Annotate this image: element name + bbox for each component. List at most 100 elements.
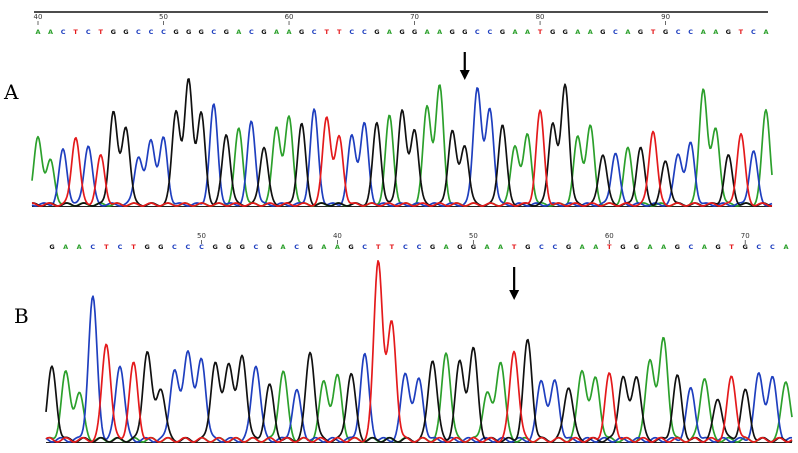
base-call-B-23: C [362, 243, 367, 251]
base-call-A-37: G [500, 28, 505, 36]
base-call-A-32: A [437, 28, 442, 36]
trace-A-T [31, 109, 773, 207]
base-call-B-13: G [226, 243, 231, 251]
base-call-A-49: T [651, 28, 656, 36]
base-call-B-24: T [376, 243, 381, 251]
tick-label-B-0: 50 [197, 232, 206, 240]
base-call-A-5: T [99, 28, 104, 36]
base-call-B-26: C [403, 243, 408, 251]
base-call-A-11: G [173, 28, 178, 36]
base-call-A-54: A [713, 28, 718, 36]
base-call-B-31: G [471, 243, 476, 251]
base-call-B-6: T [131, 243, 136, 251]
base-call-A-4: C [86, 28, 91, 36]
base-call-B-47: C [688, 243, 693, 251]
base-call-A-29: G [399, 28, 404, 36]
base-call-B-5: C [118, 243, 123, 251]
base-call-B-40: A [593, 243, 598, 251]
base-call-A-56: T [739, 28, 744, 36]
base-call-A-50: G [663, 28, 668, 36]
base-call-B-2: A [77, 243, 82, 251]
base-call-B-29: A [444, 243, 449, 251]
base-call-B-51: G [743, 243, 748, 251]
panel-label-a: A [4, 80, 19, 104]
tick-label-A-0: 40 [34, 13, 43, 21]
base-call-B-49: G [715, 243, 720, 251]
base-call-A-26: C [362, 28, 367, 36]
base-call-A-21: G [299, 28, 304, 36]
base-call-A-8: C [136, 28, 141, 36]
base-call-A-28: A [387, 28, 392, 36]
base-call-B-4: T [104, 243, 109, 251]
base-call-B-36: C [539, 243, 544, 251]
base-call-A-39: A [525, 28, 530, 36]
base-call-B-17: A [281, 243, 286, 251]
base-call-A-10: C [161, 28, 166, 36]
base-call-B-3: C [90, 243, 95, 251]
base-call-A-38: A [512, 28, 517, 36]
base-call-A-40: T [538, 28, 543, 36]
base-call-B-27: C [417, 243, 422, 251]
base-call-A-43: A [575, 28, 580, 36]
base-call-A-27: G [374, 28, 379, 36]
base-call-B-10: C [186, 243, 191, 251]
trace-A-G [31, 78, 773, 207]
base-call-A-36: C [487, 28, 492, 36]
base-call-B-22: G [348, 243, 353, 251]
tick-label-A-4: 80 [536, 13, 545, 21]
trace-B-T [45, 260, 793, 443]
base-call-B-12: G [212, 243, 217, 251]
base-call-A-12: G [186, 28, 191, 36]
panel-label-b: B [14, 304, 29, 328]
base-call-B-46: G [675, 243, 680, 251]
base-call-A-42: G [563, 28, 568, 36]
base-call-B-52: C [756, 243, 761, 251]
base-call-B-14: G [240, 243, 245, 251]
base-call-A-34: G [462, 28, 467, 36]
base-call-A-3: T [73, 28, 78, 36]
base-call-A-18: G [261, 28, 266, 36]
tick-label-A-3: 70 [410, 13, 419, 21]
base-call-A-24: T [337, 28, 342, 36]
base-call-A-33: G [450, 28, 455, 36]
base-call-B-53: C [770, 243, 775, 251]
base-call-B-45: A [661, 243, 666, 251]
base-call-A-1: A [48, 28, 53, 36]
base-call-A-52: C [688, 28, 693, 36]
base-call-B-54: A [783, 243, 788, 251]
base-call-A-48: G [638, 28, 643, 36]
base-call-A-25: C [349, 28, 354, 36]
base-call-A-6: G [111, 28, 116, 36]
base-call-A-35: C [475, 28, 480, 36]
base-call-B-44: A [648, 243, 653, 251]
tick-label-B-1: 40 [333, 232, 342, 240]
base-call-A-19: A [274, 28, 279, 36]
arrow-head-B [509, 290, 520, 300]
tick-label-B-4: 70 [741, 232, 750, 240]
tick-label-A-5: 90 [661, 13, 670, 21]
base-call-B-43: G [634, 243, 639, 251]
tick-label-A-2: 60 [285, 13, 294, 21]
base-call-A-55: G [726, 28, 731, 36]
tick-label-A-1: 50 [159, 13, 168, 21]
base-call-A-22: C [312, 28, 317, 36]
base-call-A-15: G [224, 28, 229, 36]
base-call-B-32: A [484, 243, 489, 251]
base-call-B-35: G [525, 243, 530, 251]
base-call-B-1: A [63, 243, 68, 251]
base-call-B-18: C [294, 243, 299, 251]
base-call-B-30: G [457, 243, 462, 251]
base-call-B-42: G [620, 243, 625, 251]
base-call-B-7: G [144, 243, 149, 251]
base-call-A-2: C [61, 28, 66, 36]
base-call-A-14: C [211, 28, 216, 36]
base-call-A-47: A [625, 28, 630, 36]
base-call-B-8: G [158, 243, 163, 251]
base-call-B-37: C [553, 243, 558, 251]
base-call-B-33: A [498, 243, 503, 251]
base-call-A-57: C [751, 28, 756, 36]
base-call-A-46: C [613, 28, 618, 36]
base-call-B-28: G [430, 243, 435, 251]
base-call-A-53: A [701, 28, 706, 36]
